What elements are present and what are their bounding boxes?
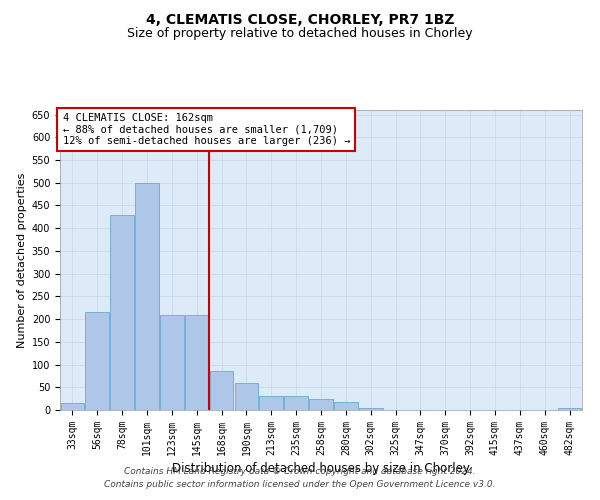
- Bar: [259, 396, 283, 410]
- Text: Contains HM Land Registry data © Crown copyright and database right 2024.: Contains HM Land Registry data © Crown c…: [124, 468, 476, 476]
- Bar: [558, 408, 581, 410]
- Bar: [135, 182, 159, 410]
- Bar: [160, 314, 184, 410]
- Bar: [359, 408, 383, 410]
- X-axis label: Distribution of detached houses by size in Chorley: Distribution of detached houses by size …: [172, 462, 470, 475]
- Text: Size of property relative to detached houses in Chorley: Size of property relative to detached ho…: [127, 28, 473, 40]
- Text: 4 CLEMATIS CLOSE: 162sqm
← 88% of detached houses are smaller (1,709)
12% of sem: 4 CLEMATIS CLOSE: 162sqm ← 88% of detach…: [62, 113, 350, 146]
- Bar: [110, 214, 134, 410]
- Bar: [210, 372, 233, 410]
- Bar: [235, 382, 258, 410]
- Text: Contains public sector information licensed under the Open Government Licence v3: Contains public sector information licen…: [104, 480, 496, 489]
- Bar: [61, 403, 84, 410]
- Bar: [85, 312, 109, 410]
- Bar: [185, 314, 209, 410]
- Bar: [284, 396, 308, 410]
- Bar: [334, 402, 358, 410]
- Y-axis label: Number of detached properties: Number of detached properties: [17, 172, 28, 348]
- Bar: [309, 398, 333, 410]
- Text: 4, CLEMATIS CLOSE, CHORLEY, PR7 1BZ: 4, CLEMATIS CLOSE, CHORLEY, PR7 1BZ: [146, 12, 454, 26]
